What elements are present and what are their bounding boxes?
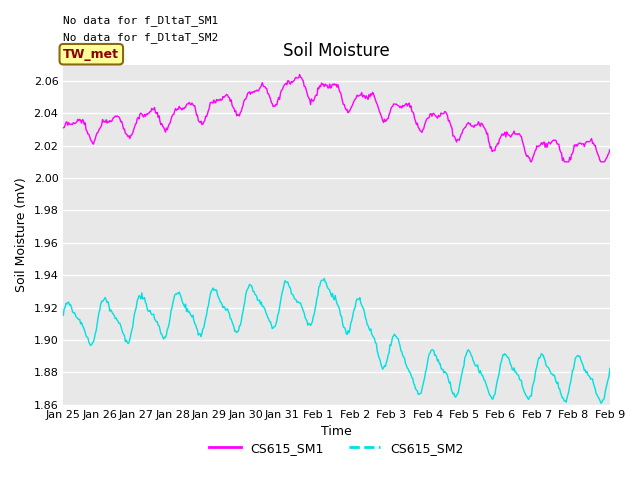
Legend: CS615_SM1, CS615_SM2: CS615_SM1, CS615_SM2 xyxy=(204,437,468,460)
Text: No data for f_DltaT_SM2: No data for f_DltaT_SM2 xyxy=(63,32,218,43)
X-axis label: Time: Time xyxy=(321,425,352,438)
Text: No data for f_DltaT_SM1: No data for f_DltaT_SM1 xyxy=(63,15,218,26)
Y-axis label: Soil Moisture (mV): Soil Moisture (mV) xyxy=(15,177,28,292)
Title: Soil Moisture: Soil Moisture xyxy=(284,42,390,60)
Text: TW_met: TW_met xyxy=(63,48,119,61)
